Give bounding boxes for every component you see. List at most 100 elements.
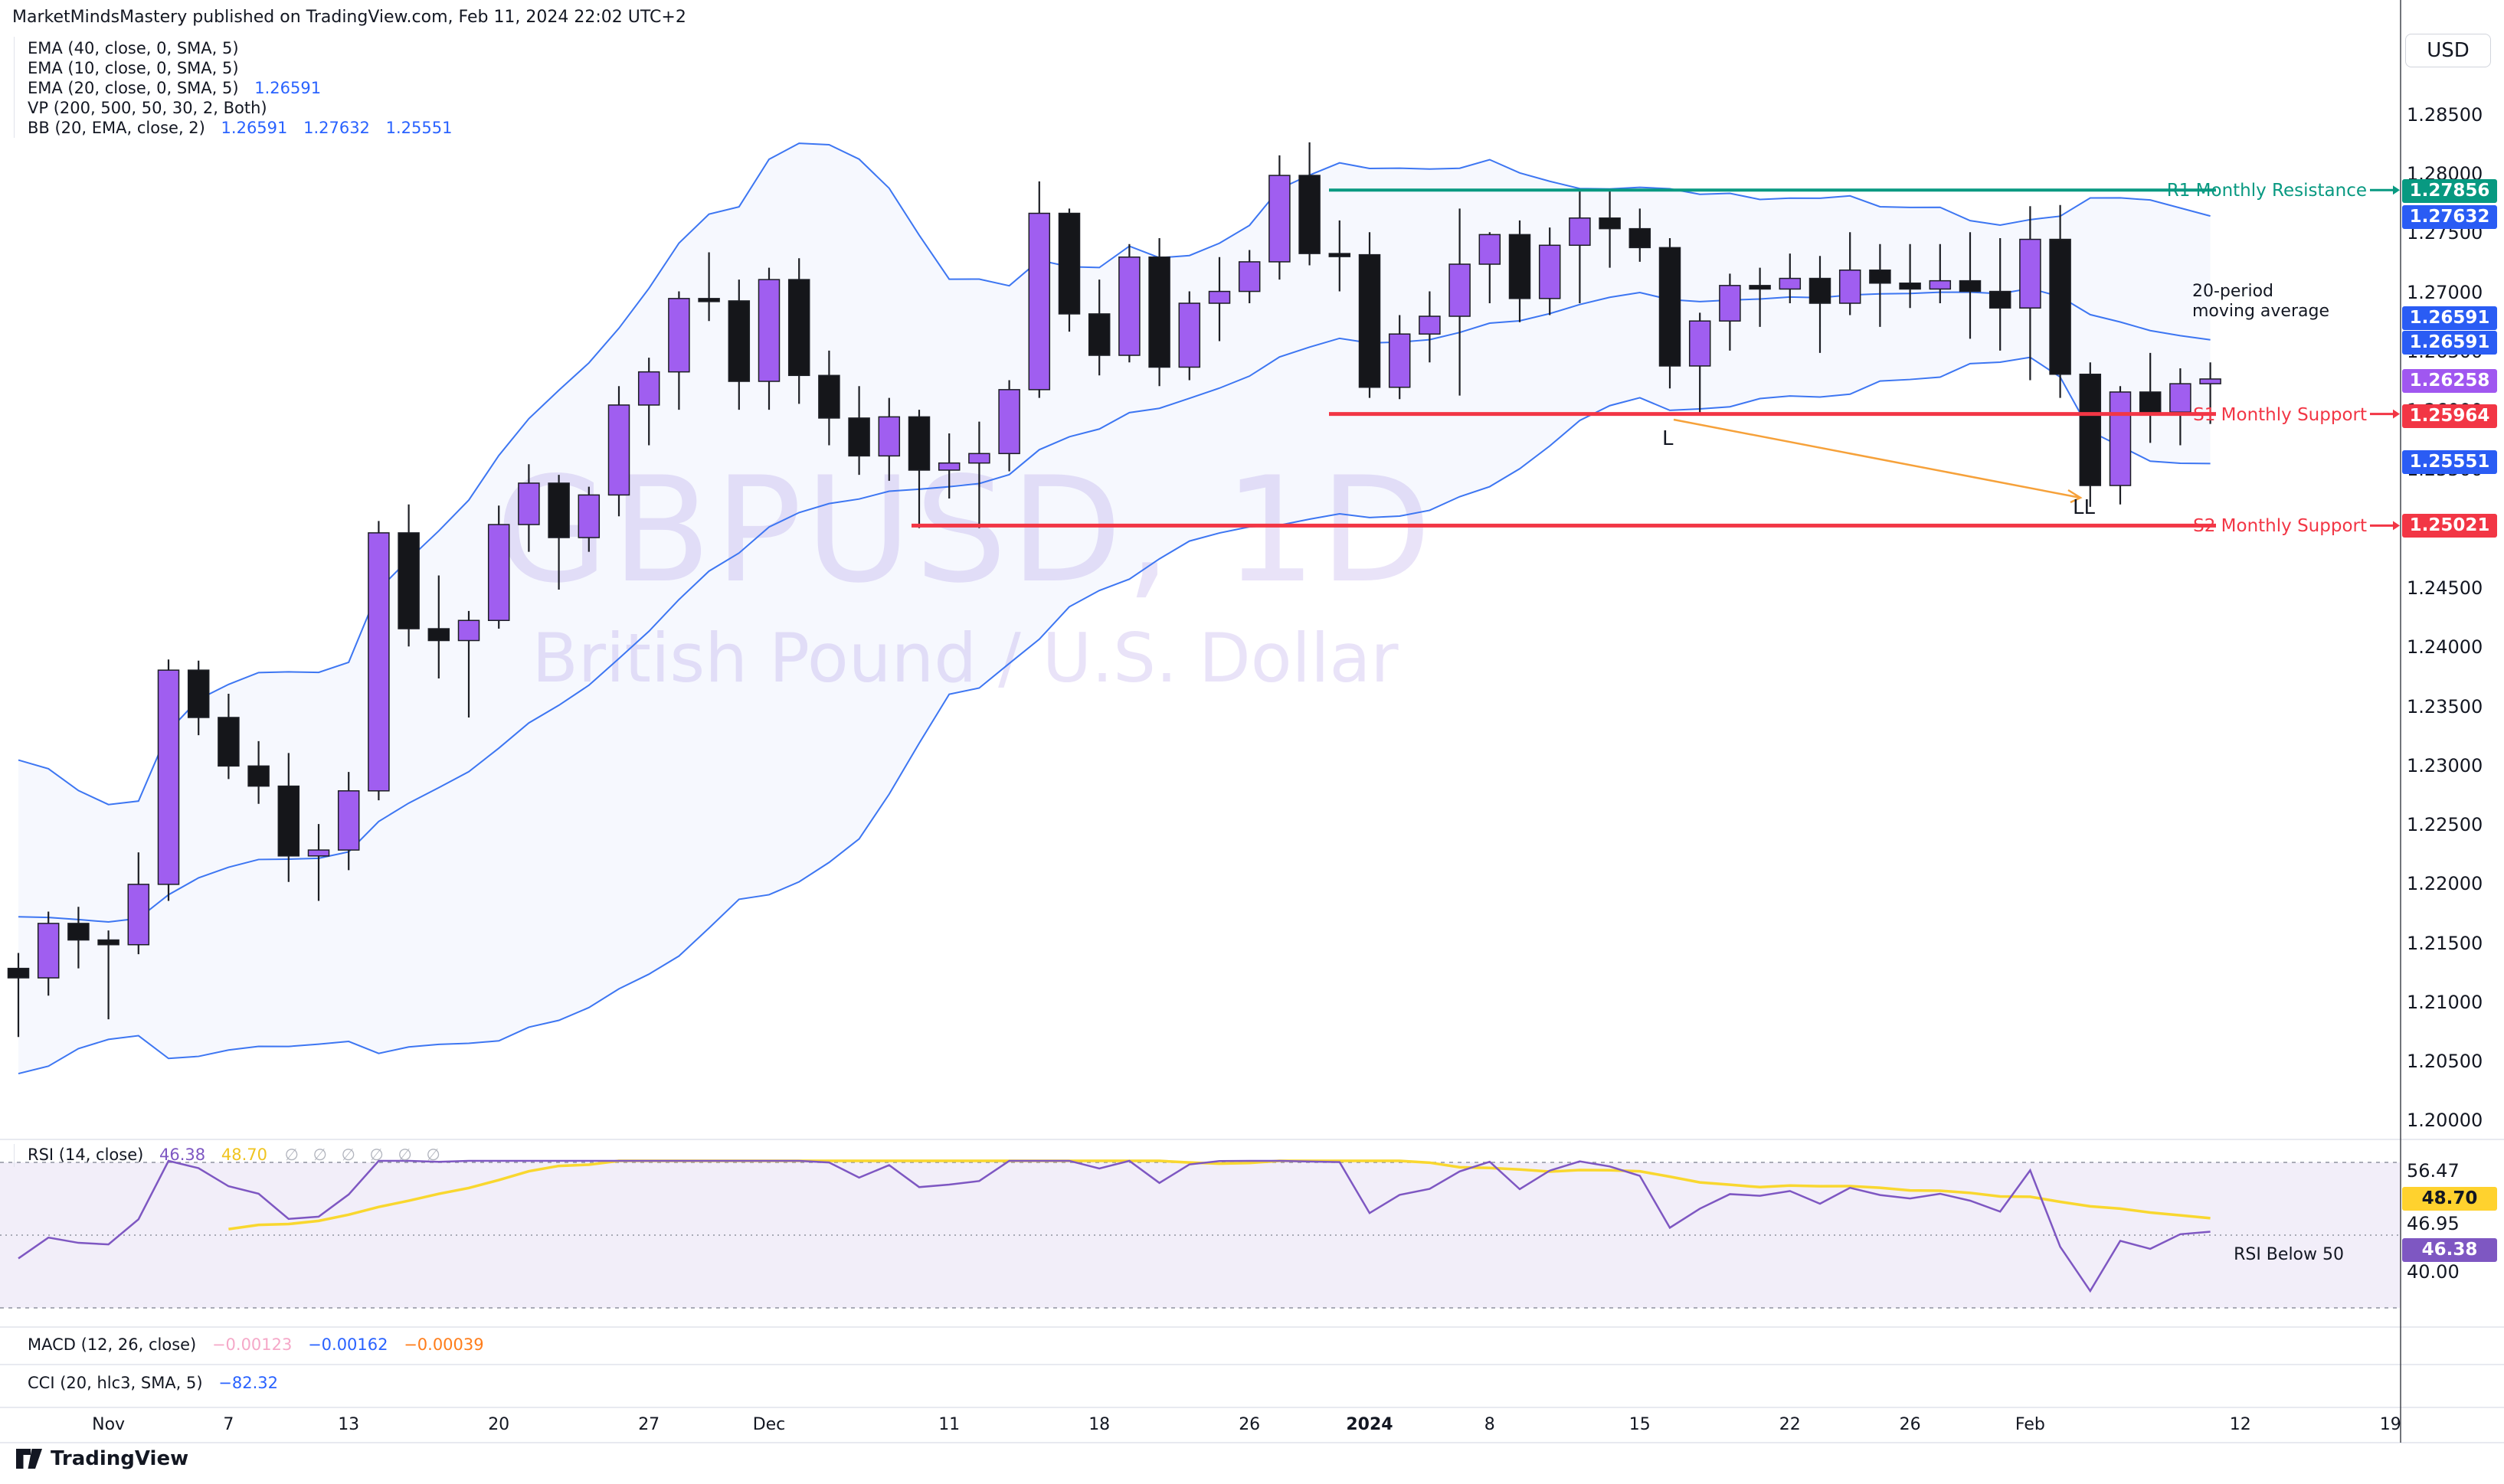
time-axis-label[interactable]: Nov bbox=[92, 1415, 126, 1434]
candle-body bbox=[1628, 227, 1651, 249]
r1-resistance-label[interactable]: R1 Monthly Resistance bbox=[2166, 181, 2367, 201]
price-tick-label: 1.21500 bbox=[2407, 932, 2483, 954]
candle-body bbox=[848, 417, 870, 457]
price-badge: 1.26258 bbox=[2402, 368, 2497, 393]
candle-body bbox=[1899, 282, 1921, 290]
candle-body bbox=[277, 785, 300, 857]
candle-body bbox=[1148, 256, 1170, 368]
price-tick-label: 1.24500 bbox=[2407, 577, 2483, 599]
price-tick-label: 1.21000 bbox=[2407, 991, 2483, 1013]
time-axis-label[interactable]: 13 bbox=[338, 1415, 360, 1434]
macd-indicator-row[interactable]: MACD (12, 26, close) −0.00123 −0.00162 −… bbox=[28, 1335, 484, 1354]
bb-upper-value: 1.27632 bbox=[303, 119, 370, 137]
rsi-badge: 46.38 bbox=[2402, 1237, 2497, 1262]
lower-low-label: LL bbox=[2073, 496, 2095, 519]
candle-body bbox=[2049, 238, 2071, 375]
indicator-label: EMA (40, close, 0, SMA, 5) bbox=[28, 39, 239, 57]
time-axis-label[interactable]: 11 bbox=[938, 1415, 961, 1434]
macd-histogram-value: −0.00123 bbox=[211, 1335, 293, 1354]
indicator-row-ema40[interactable]: EMA (40, close, 0, SMA, 5) bbox=[28, 38, 452, 58]
time-axis-label[interactable]: Dec bbox=[752, 1415, 786, 1434]
indicator-value: 1.26591 bbox=[254, 79, 322, 97]
candle-body bbox=[998, 389, 1020, 455]
time-axis-label[interactable]: 7 bbox=[223, 1415, 234, 1434]
rsi-tick-label: 46.95 bbox=[2407, 1213, 2460, 1234]
time-axis-label[interactable]: 26 bbox=[1239, 1415, 1261, 1434]
candle-body bbox=[1779, 277, 1802, 290]
s1-support-label[interactable]: S1 Monthly Support bbox=[2193, 405, 2367, 425]
publish-caption: MarketMindsMastery published on TradingV… bbox=[12, 8, 686, 27]
ma-annotation-line2: moving average bbox=[2192, 302, 2329, 321]
time-axis-label[interactable]: 22 bbox=[1779, 1415, 1801, 1434]
candle-body bbox=[1869, 269, 1891, 284]
bb-lower-value: 1.25551 bbox=[385, 119, 453, 137]
candle-body bbox=[787, 279, 810, 377]
time-axis-label[interactable]: 20 bbox=[488, 1415, 510, 1434]
tradingview-logo-text: TradingView bbox=[51, 1447, 189, 1470]
price-tick-label: 1.27000 bbox=[2407, 281, 2483, 303]
indicator-row-bb[interactable]: BB (20, EMA, close, 2) 1.26591 1.27632 1… bbox=[28, 118, 452, 138]
candle-body bbox=[37, 923, 60, 979]
candle-body bbox=[1808, 277, 1831, 304]
macd-signal-value: −0.00039 bbox=[404, 1335, 484, 1354]
time-axis-label[interactable]: Feb bbox=[2015, 1415, 2045, 1434]
candle-body bbox=[1388, 333, 1411, 388]
indicator-label: VP (200, 500, 50, 30, 2, Both) bbox=[28, 99, 267, 117]
rsi-legend-divider bbox=[14, 1144, 15, 1167]
candle-body bbox=[818, 374, 840, 419]
rsi-tick-label: 40.00 bbox=[2407, 1261, 2460, 1283]
time-axis-label[interactable]: 27 bbox=[638, 1415, 660, 1434]
candle-body bbox=[1118, 256, 1141, 356]
time-axis-label[interactable]: 2024 bbox=[1346, 1415, 1393, 1434]
price-tick-label: 1.20000 bbox=[2407, 1110, 2483, 1132]
price-badge: 1.26591 bbox=[2402, 330, 2497, 355]
indicator-row-vp[interactable]: VP (200, 500, 50, 30, 2, Both) bbox=[28, 98, 452, 118]
rsi-ma-value: 48.70 bbox=[221, 1146, 267, 1164]
s2-support-label[interactable]: S2 Monthly Support bbox=[2193, 516, 2367, 536]
tradingview-logo[interactable]: TradingView bbox=[15, 1447, 188, 1470]
indicator-label: CCI (20, hlc3, SMA, 5) bbox=[28, 1374, 203, 1392]
ma-annotation-line1: 20-period bbox=[2192, 282, 2274, 301]
candle-body bbox=[758, 279, 781, 382]
watermark-symbol: GBPUSD, 1D bbox=[0, 458, 1930, 603]
time-axis-label[interactable]: 26 bbox=[1899, 1415, 1921, 1434]
rsi-indicator-row[interactable]: RSI (14, close) 46.38 48.70 ∅ ∅ ∅ ∅ ∅ ∅ bbox=[28, 1146, 445, 1164]
candle-body bbox=[1929, 279, 1952, 290]
tradingview-logo-icon bbox=[16, 1449, 42, 1469]
time-axis-label[interactable]: 8 bbox=[1484, 1415, 1495, 1434]
price-tick-label: 1.28500 bbox=[2407, 103, 2483, 126]
candle-body bbox=[2169, 383, 2191, 413]
price-tick-label: 1.23500 bbox=[2407, 695, 2483, 717]
candle-body bbox=[1988, 290, 2011, 309]
time-axis-label[interactable]: 15 bbox=[1628, 1415, 1651, 1434]
candle-body bbox=[1959, 279, 1982, 293]
ma-annotation: 20-period moving average bbox=[2192, 282, 2329, 322]
time-axis-label[interactable]: 12 bbox=[2229, 1415, 2251, 1434]
candle-body bbox=[1268, 175, 1291, 263]
candle-body bbox=[607, 404, 630, 496]
price-tick-label: 1.20500 bbox=[2407, 1051, 2483, 1073]
indicator-row-ema10[interactable]: EMA (10, close, 0, SMA, 5) bbox=[28, 58, 452, 78]
label-arrow-head bbox=[2393, 521, 2400, 531]
cci-value: −82.32 bbox=[218, 1374, 278, 1392]
candle-body bbox=[337, 790, 360, 851]
candle-body bbox=[2109, 391, 2132, 486]
candle-body bbox=[67, 923, 90, 941]
lower-low-trendline bbox=[1673, 418, 2081, 499]
rsi-value: 46.38 bbox=[159, 1146, 206, 1164]
indicator-row-ema20[interactable]: EMA (20, close, 0, SMA, 5) 1.26591 bbox=[28, 78, 452, 98]
candle-body bbox=[1358, 253, 1381, 388]
indicator-label: MACD (12, 26, close) bbox=[28, 1335, 197, 1354]
currency-toggle-button[interactable]: USD bbox=[2405, 34, 2491, 67]
price-badge: 1.27856 bbox=[2402, 178, 2497, 203]
candle-body bbox=[1478, 234, 1501, 265]
candle-body bbox=[1238, 261, 1261, 293]
cci-indicator-row[interactable]: CCI (20, hlc3, SMA, 5) −82.32 bbox=[28, 1374, 278, 1392]
time-axis-label[interactable]: 18 bbox=[1088, 1415, 1111, 1434]
time-axis-label[interactable]: 19 bbox=[2379, 1415, 2401, 1434]
candle-body bbox=[1719, 285, 1741, 322]
candle-body bbox=[157, 669, 180, 885]
candle-body bbox=[578, 494, 601, 538]
candle-body bbox=[938, 462, 961, 471]
